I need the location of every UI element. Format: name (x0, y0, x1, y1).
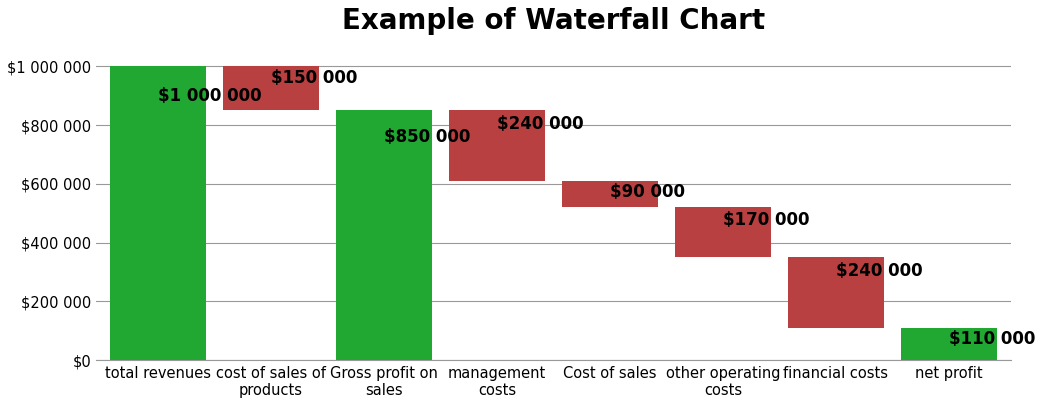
Text: $240 000: $240 000 (836, 262, 922, 280)
Title: Example of Waterfall Chart: Example of Waterfall Chart (342, 7, 765, 35)
Bar (675, 207, 771, 257)
Text: $110 000: $110 000 (948, 330, 1035, 348)
Text: $1 000 000: $1 000 000 (158, 87, 261, 105)
Bar (449, 111, 544, 181)
Bar (110, 66, 206, 360)
Bar (336, 111, 432, 360)
Bar (562, 181, 658, 207)
Text: $150 000: $150 000 (271, 69, 358, 87)
Text: $240 000: $240 000 (497, 115, 583, 133)
Text: $850 000: $850 000 (384, 128, 470, 146)
Text: $90 000: $90 000 (609, 183, 685, 201)
Bar (901, 328, 997, 360)
Text: $170 000: $170 000 (723, 211, 810, 229)
Bar (223, 66, 319, 111)
Bar (788, 257, 884, 328)
